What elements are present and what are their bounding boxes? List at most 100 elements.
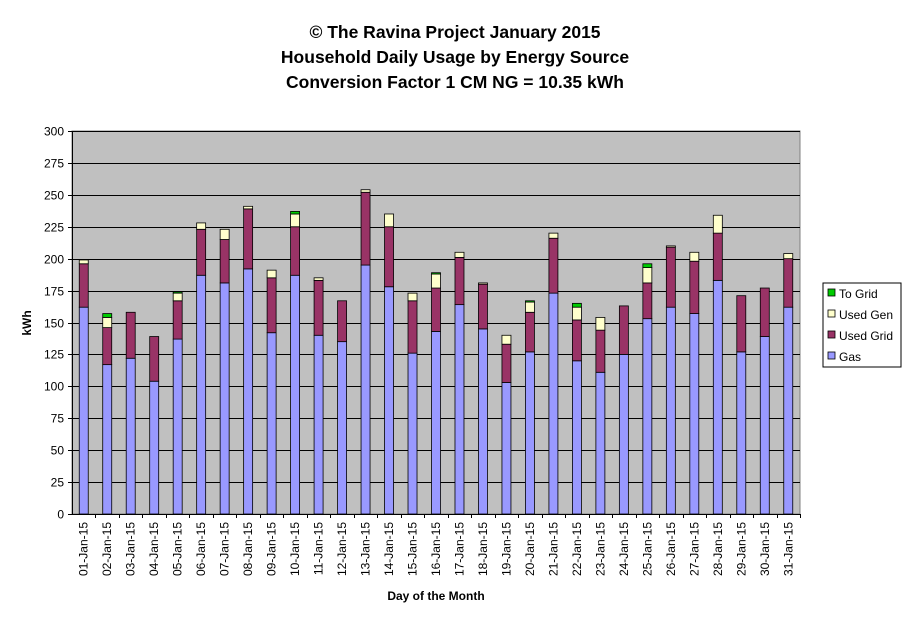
bar-segment-gas bbox=[525, 351, 535, 515]
bar-segment-gas bbox=[454, 304, 465, 515]
bar-segment-used-grid bbox=[618, 305, 629, 355]
bar-segment-used-grid bbox=[665, 246, 676, 308]
bar-segment-gas bbox=[102, 364, 113, 515]
x-tick-label: 17-Jan-15 bbox=[452, 522, 466, 576]
y-tick-label: 250 bbox=[44, 189, 64, 203]
bar-segment-gas bbox=[736, 351, 747, 515]
bar-segment-used-grid bbox=[783, 258, 794, 308]
bar-segment-used-grid bbox=[642, 282, 653, 320]
legend-label-to-grid: To Grid bbox=[839, 287, 878, 301]
x-tick-label: 21-Jan-15 bbox=[546, 522, 560, 576]
bar-segment-used-gen bbox=[665, 245, 676, 248]
bar-segment-gas bbox=[595, 371, 606, 515]
bar-segment-gas bbox=[313, 334, 324, 515]
bar-segment-used-gen bbox=[642, 267, 653, 284]
bar-segment-used-gen bbox=[360, 189, 371, 193]
bar-segment-used-gen bbox=[384, 213, 394, 228]
bar-segment-gas bbox=[665, 306, 676, 515]
bar-segment-gas bbox=[783, 306, 794, 515]
bar-segment-gas bbox=[548, 292, 559, 515]
x-tick-label: 31-Jan-15 bbox=[781, 522, 795, 576]
y-tick-label: 225 bbox=[44, 221, 64, 235]
bar-segment-gas bbox=[501, 382, 512, 515]
bar-segment-gas bbox=[759, 336, 770, 515]
bar-segment-used-grid bbox=[125, 311, 136, 359]
chart-title-line-2: Household Daily Usage by Energy Source bbox=[281, 47, 629, 67]
bar-segment-used-gen bbox=[783, 253, 794, 260]
bar-segment-gas bbox=[290, 274, 300, 515]
x-tick-label: 10-Jan-15 bbox=[288, 522, 302, 576]
x-tick-label: 27-Jan-15 bbox=[687, 522, 701, 576]
x-tick-label: 19-Jan-15 bbox=[499, 522, 513, 576]
y-tick-label: 50 bbox=[51, 444, 65, 458]
bar-segment-gas bbox=[172, 338, 183, 515]
bar-segment-used-gen bbox=[290, 213, 300, 228]
bar-segment-used-gen bbox=[407, 292, 418, 302]
bar-segment-used-grid bbox=[290, 226, 300, 276]
bar-segment-gas bbox=[337, 341, 347, 515]
bar-segment-used-grid bbox=[595, 329, 606, 373]
bar-segment-gas bbox=[689, 313, 700, 515]
bar-segment-used-grid bbox=[525, 311, 535, 353]
bar-segment-gas bbox=[243, 268, 254, 515]
bar-segment-to-grid bbox=[431, 272, 441, 275]
bar-segment-used-gen bbox=[102, 316, 113, 329]
bar-segment-used-grid bbox=[431, 287, 441, 332]
bar-segment-used-gen bbox=[525, 301, 535, 313]
bar-segment-gas bbox=[125, 357, 136, 515]
bar-segment-to-grid bbox=[572, 302, 582, 308]
bar-segment-used-grid bbox=[689, 260, 700, 314]
bar-segment-used-grid bbox=[219, 239, 230, 284]
bar-segment-used-gen bbox=[712, 214, 723, 234]
legend-swatch-used-grid bbox=[827, 330, 836, 339]
bar-segment-gas bbox=[431, 331, 441, 515]
bar-segment-used-grid bbox=[196, 228, 207, 276]
x-tick-label: 03-Jan-15 bbox=[124, 522, 138, 576]
bar-segment-used-grid bbox=[360, 191, 371, 266]
bar-segment-used-grid bbox=[78, 263, 89, 308]
x-tick-label: 12-Jan-15 bbox=[335, 522, 349, 576]
x-tick-label: 24-Jan-15 bbox=[617, 522, 631, 576]
bar-segment-used-grid bbox=[501, 343, 512, 383]
bar-segment-used-grid bbox=[102, 327, 113, 366]
bar-segment-gas bbox=[196, 274, 207, 515]
x-tick-label: 26-Jan-15 bbox=[664, 522, 678, 576]
legend-label-gas: Gas bbox=[839, 350, 861, 364]
bar-segment-used-gen bbox=[548, 232, 559, 239]
bar-segment-used-gen bbox=[478, 282, 488, 285]
bar-segment-used-grid bbox=[407, 300, 418, 354]
legend-box bbox=[822, 282, 902, 368]
bar-segment-gas bbox=[618, 354, 629, 515]
x-tick-label: 02-Jan-15 bbox=[100, 522, 114, 576]
bar-segment-used-gen bbox=[78, 259, 89, 265]
bar-segment-used-gen bbox=[572, 306, 582, 321]
bar-segment-gas bbox=[407, 352, 418, 515]
x-tick-label: 25-Jan-15 bbox=[640, 522, 654, 576]
y-tick-label: 25 bbox=[51, 476, 65, 490]
x-tick-label: 11-Jan-15 bbox=[312, 522, 326, 575]
bar-segment-gas bbox=[712, 279, 723, 515]
y-tick-label: 0 bbox=[57, 508, 64, 522]
y-tick-label: 275 bbox=[44, 157, 64, 171]
bar-segment-used-grid bbox=[313, 279, 324, 336]
x-tick-label: 08-Jan-15 bbox=[241, 522, 255, 576]
bar-segment-gas bbox=[384, 286, 394, 515]
bar-segment-used-gen bbox=[196, 222, 207, 230]
bar-segment-to-grid bbox=[290, 211, 300, 215]
gridlines bbox=[72, 131, 800, 483]
bar-segment-used-grid bbox=[266, 277, 277, 334]
chart-title-line-1: © The Ravina Project January 2015 bbox=[309, 22, 600, 42]
y-axis-label: kWh bbox=[20, 310, 34, 335]
bar-segment-used-grid bbox=[572, 319, 582, 362]
x-tick-label: 29-Jan-15 bbox=[734, 522, 748, 576]
bar-segment-to-grid bbox=[102, 313, 113, 318]
x-tick-label: 06-Jan-15 bbox=[194, 522, 208, 576]
legend: To Grid Used Gen Used Grid Gas bbox=[822, 282, 902, 368]
bar-segment-used-grid bbox=[243, 208, 254, 270]
x-tick-label: 04-Jan-15 bbox=[147, 522, 161, 576]
bar-segment-used-gen bbox=[501, 334, 512, 345]
x-tick-label: 30-Jan-15 bbox=[758, 522, 772, 576]
x-tick-label: 23-Jan-15 bbox=[593, 522, 607, 576]
bar-segment-used-grid bbox=[712, 232, 723, 281]
x-tick-label: 20-Jan-15 bbox=[523, 522, 537, 576]
